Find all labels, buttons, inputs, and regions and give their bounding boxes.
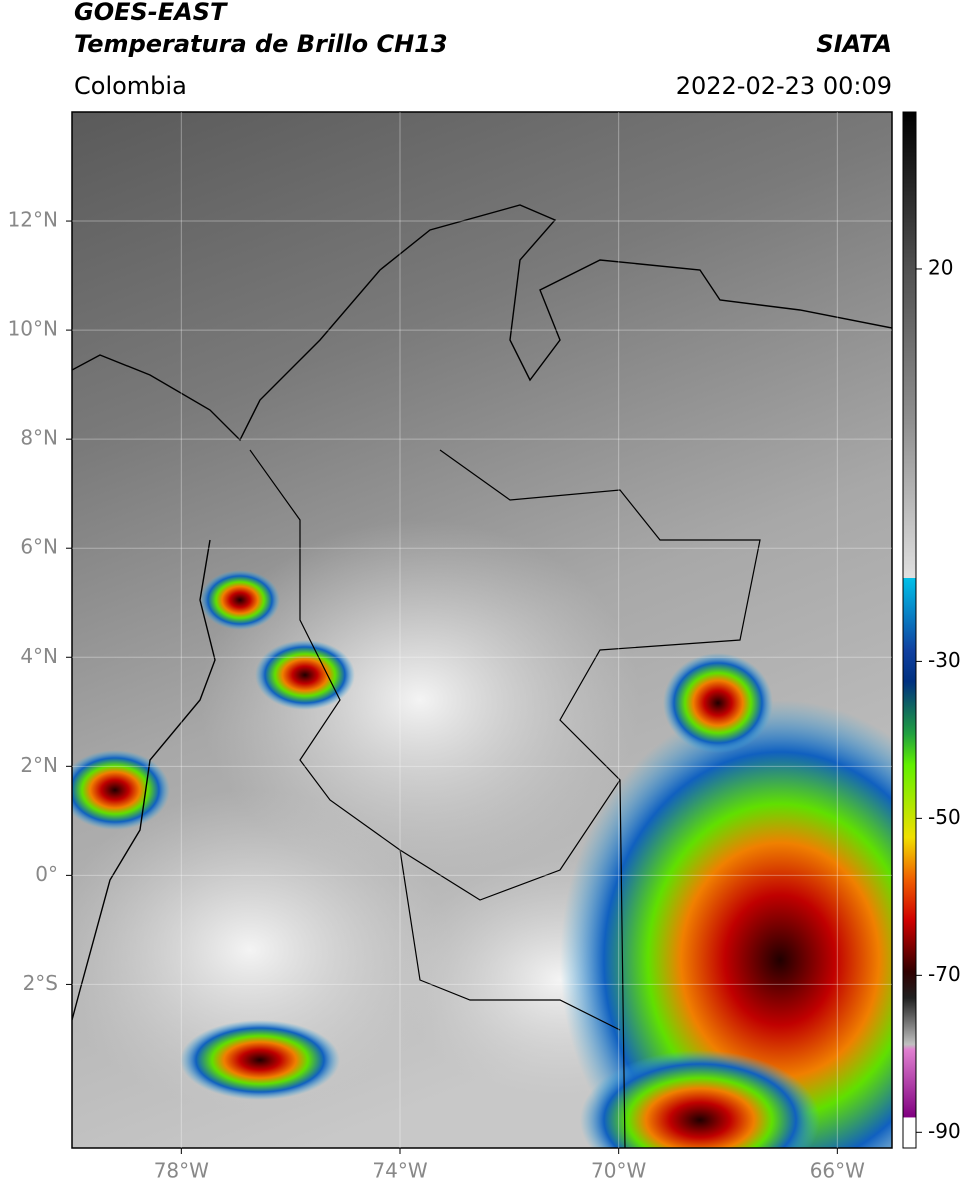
- source: SIATA: [816, 30, 892, 58]
- coastline: [72, 539, 216, 1021]
- y-tick-label: 2°S: [23, 971, 58, 995]
- colorbar-label: -70: [928, 962, 961, 986]
- colorbar-label: -30: [928, 648, 961, 672]
- cloud: [200, 520, 640, 880]
- y-tick-label: 2°N: [20, 753, 58, 777]
- subtitle: Temperatura de Brillo CH13: [74, 30, 448, 58]
- border: [249, 449, 761, 901]
- storm: [72, 750, 170, 830]
- colorbar-label: -50: [928, 805, 961, 829]
- coastline: [72, 204, 892, 442]
- storm: [580, 1050, 820, 1148]
- x-tick-label: 66°W: [810, 1159, 865, 1183]
- border: [399, 779, 626, 1148]
- region: Colombia: [74, 72, 187, 100]
- datetime: 2022-02-23 00:09: [676, 72, 892, 100]
- imagery: [72, 112, 892, 1148]
- title: GOES-EAST: [74, 0, 228, 26]
- y-tick-label: 10°N: [8, 317, 58, 341]
- colorbar-label: 20: [928, 255, 953, 279]
- storm: [255, 640, 355, 710]
- cloud: [72, 790, 450, 1110]
- y-tick-label: 4°N: [20, 644, 58, 668]
- storm: [560, 700, 892, 1148]
- y-tick-label: 0°: [35, 862, 58, 886]
- colorbar-label: -90: [928, 1119, 961, 1143]
- y-tick-label: 6°N: [20, 535, 58, 559]
- y-tick-label: 12°N: [8, 208, 58, 232]
- x-tick-label: 78°W: [154, 1159, 209, 1183]
- x-tick-label: 74°W: [372, 1159, 427, 1183]
- x-tick-label: 70°W: [591, 1159, 646, 1183]
- map-frame: [71, 111, 893, 1149]
- storm: [663, 653, 773, 753]
- y-tick-label: 8°N: [20, 426, 58, 450]
- storm: [200, 570, 280, 630]
- colorbar: [902, 111, 917, 1149]
- storm: [180, 1020, 340, 1100]
